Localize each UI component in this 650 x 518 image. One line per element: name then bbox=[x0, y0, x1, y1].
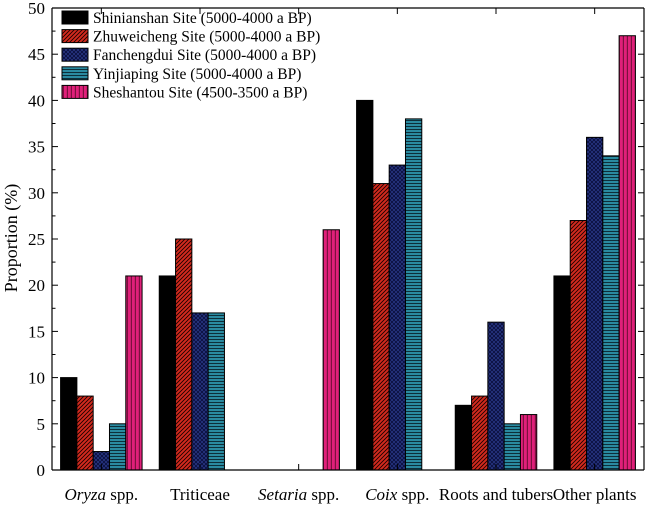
y-tick-label: 35 bbox=[28, 138, 45, 157]
bar-series-2-cat-1 bbox=[191, 312, 209, 471]
bar-series-1-cat-1 bbox=[175, 238, 193, 471]
bar-series-3-cat-3 bbox=[404, 118, 423, 471]
axes-layer: 0 5 10 15 20 25 30 35 40 45 50 Oryza spp. Triticeae S… bbox=[28, 0, 645, 504]
legend-label-3: Yinjiaping Site (5000-4000 a BP) bbox=[93, 66, 301, 83]
bar-series-3-cat-4 bbox=[503, 423, 521, 471]
bar-series-3-cat-1 bbox=[207, 312, 225, 471]
legend-swatch-2 bbox=[61, 47, 89, 62]
y-tick-label: 45 bbox=[28, 45, 45, 64]
y-tick-label: 40 bbox=[28, 91, 45, 110]
x-category-label: Setaria spp. bbox=[258, 485, 339, 504]
x-category-label: Coix spp. bbox=[365, 485, 429, 504]
x-category-label: Other plants bbox=[553, 485, 637, 504]
bar-series-4-cat-5 bbox=[618, 35, 636, 471]
legend-label-0: Shinianshan Site (5000-4000 a BP) bbox=[93, 10, 312, 27]
bar-series-0-cat-3 bbox=[356, 99, 374, 471]
bar-series-3-cat-5 bbox=[602, 155, 620, 471]
x-category-label: Roots and tubers bbox=[439, 485, 553, 504]
legend-swatch-1 bbox=[61, 29, 89, 44]
y-tick-label: 15 bbox=[28, 322, 45, 341]
bar-series-1-cat-5 bbox=[569, 220, 588, 471]
bar-series-2-cat-5 bbox=[586, 136, 604, 471]
bar-series-1-cat-0 bbox=[76, 395, 94, 471]
legend-swatch-4 bbox=[61, 84, 89, 99]
legend-label-1: Zhuweicheng Site (5000-4000 a BP) bbox=[93, 29, 320, 46]
y-tick-label: 50 bbox=[28, 0, 45, 18]
y-tick-label: 30 bbox=[28, 184, 45, 203]
bar-series-1-cat-3 bbox=[372, 183, 390, 471]
legend-label-4: Sheshantou Site (4500-3500 a BP) bbox=[93, 84, 307, 101]
bar-series-4-cat-2 bbox=[322, 229, 340, 471]
y-axis-title: Proportion (%) bbox=[1, 184, 22, 292]
bar-series-4-cat-0 bbox=[125, 275, 143, 471]
bar-series-0-cat-4 bbox=[454, 404, 473, 471]
bar-series-0-cat-0 bbox=[60, 377, 78, 471]
bar-series-4-cat-4 bbox=[519, 414, 538, 471]
x-category-label: Oryza spp. bbox=[64, 485, 138, 504]
y-tick-label: 25 bbox=[28, 230, 45, 249]
x-category-label: Triticeae bbox=[170, 485, 230, 504]
bar-series-1-cat-4 bbox=[471, 395, 489, 471]
y-tick-label: 10 bbox=[28, 369, 45, 388]
bar-series-2-cat-4 bbox=[487, 321, 505, 471]
bar-series-0-cat-1 bbox=[158, 275, 177, 471]
y-tick-label: 5 bbox=[37, 415, 46, 434]
legend-swatch-3 bbox=[61, 66, 89, 81]
bar-series-3-cat-0 bbox=[108, 423, 127, 471]
legend-label-2: Fanchengdui Site (5000-4000 a BP) bbox=[93, 47, 316, 64]
bar-series-0-cat-5 bbox=[553, 275, 571, 471]
bar-series-2-cat-3 bbox=[388, 164, 406, 471]
legend: Shinianshan Site (5000-4000 a BP) Zhuweic… bbox=[61, 10, 320, 101]
y-tick-label: 0 bbox=[37, 461, 46, 480]
y-tick-label: 20 bbox=[28, 276, 45, 295]
legend-swatch-0 bbox=[61, 10, 89, 25]
